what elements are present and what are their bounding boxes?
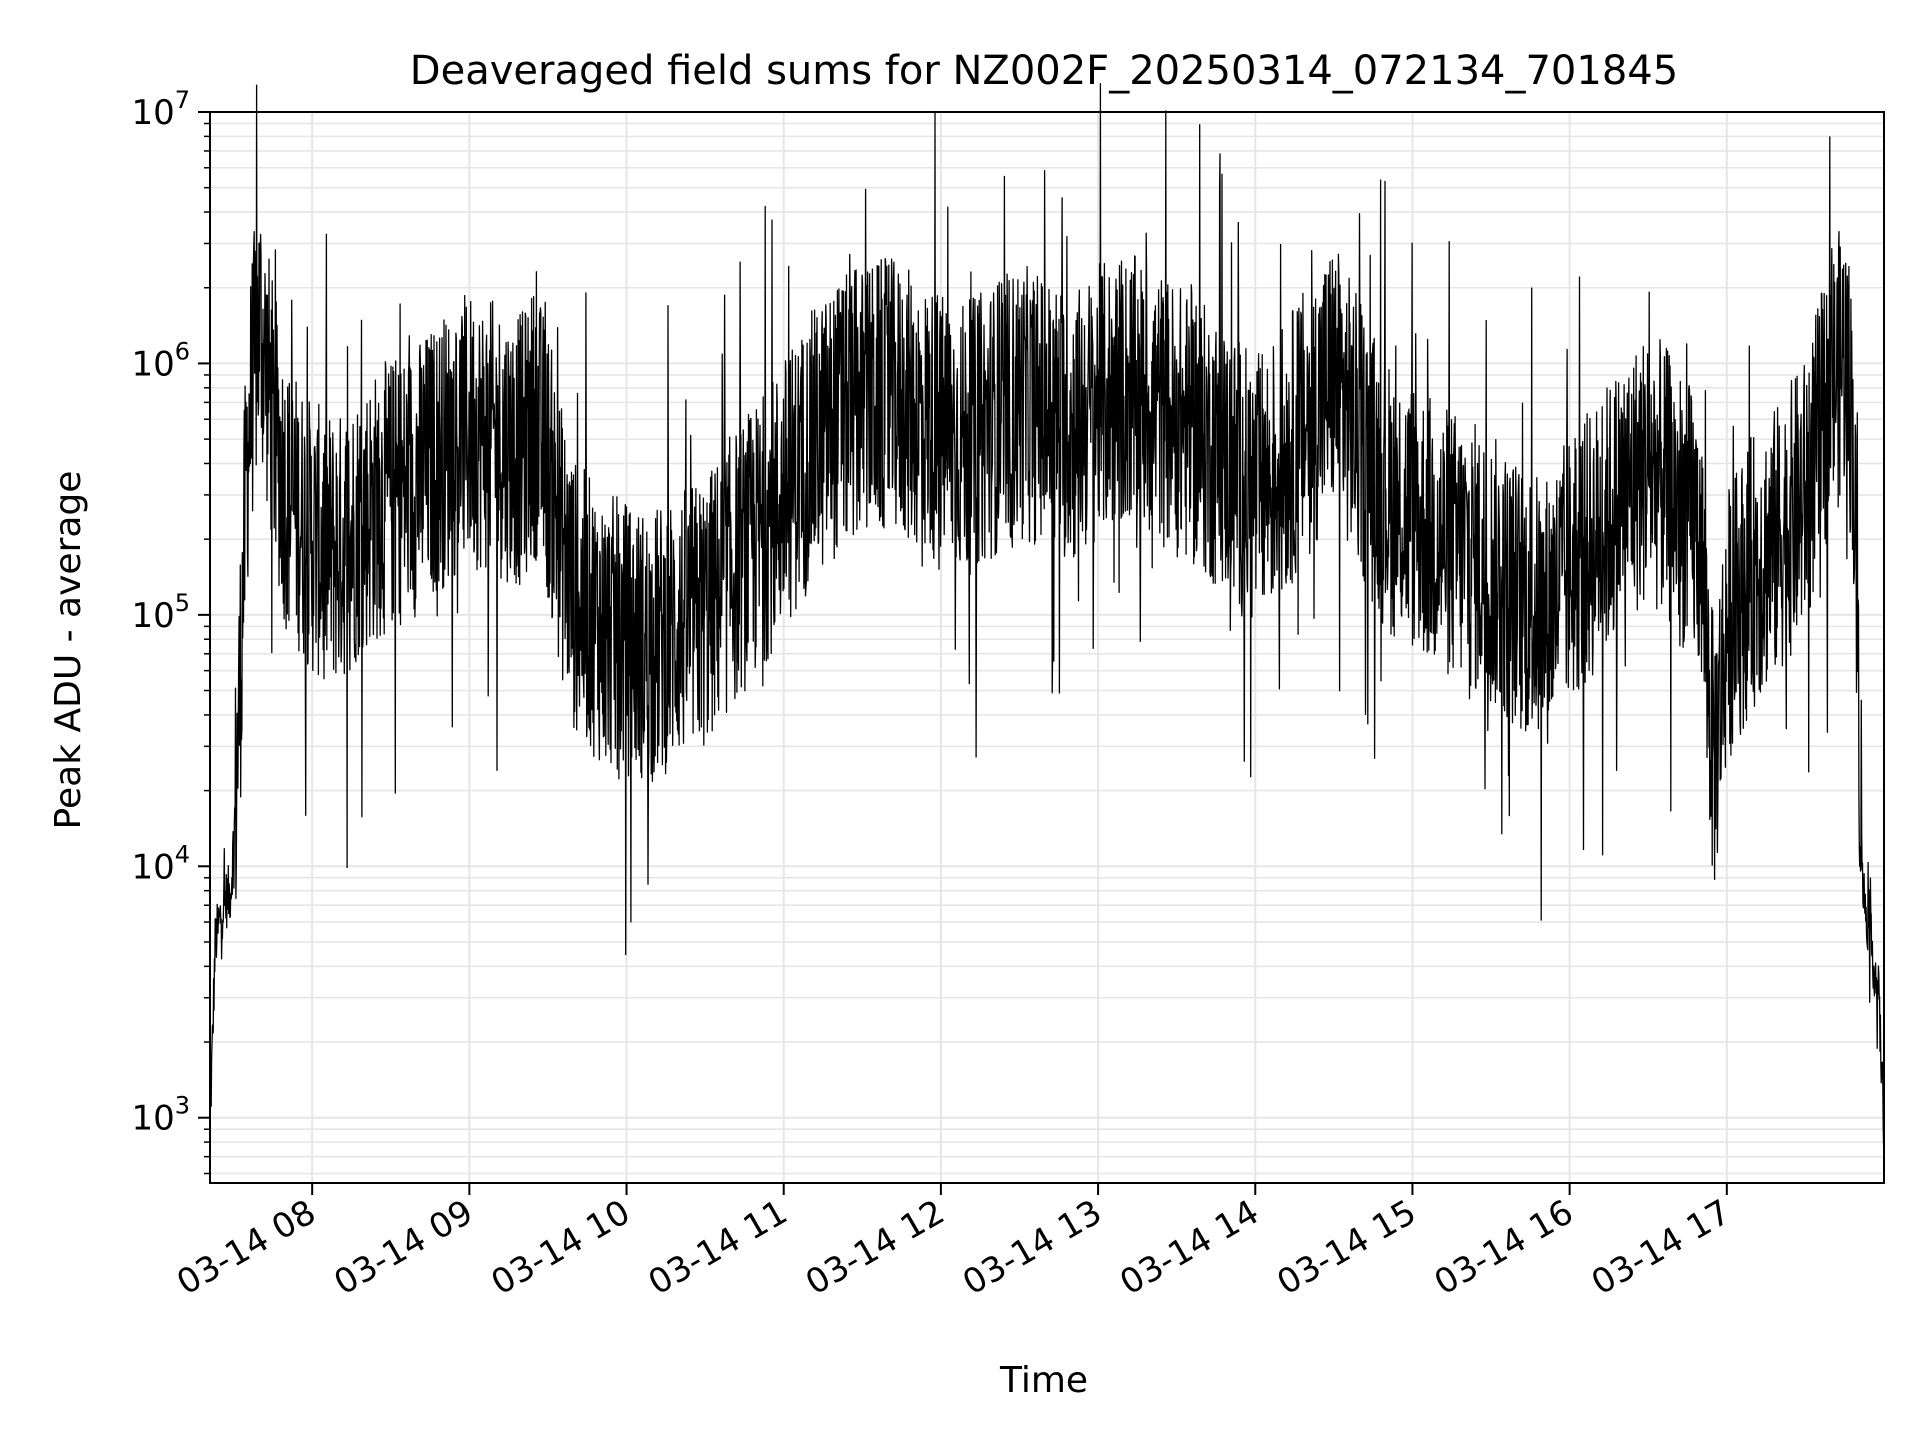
x-tick-label: 03-14 16 — [1428, 1192, 1580, 1303]
x-tick-label: 03-14 09 — [327, 1192, 479, 1303]
chart-title: Deaveraged field sums for NZ002F_2025031… — [410, 48, 1678, 94]
grid-layer — [210, 111, 1884, 1183]
y-axis-label: Peak ADU - average — [48, 471, 89, 830]
y-tick-label: 107 — [131, 86, 190, 133]
x-tick-label: 03-14 17 — [1585, 1192, 1737, 1303]
plot-frame — [209, 111, 1885, 1184]
x-tick-label: 03-14 10 — [485, 1192, 637, 1303]
x-axis-label: Time — [999, 1360, 1088, 1401]
series-layer — [209, 83, 1885, 1158]
y-tick-label: 106 — [131, 337, 190, 384]
x-tick-label: 03-14 14 — [1113, 1192, 1265, 1303]
y-tick-label: 104 — [131, 840, 190, 887]
x-tick-label: 03-14 08 — [170, 1192, 322, 1303]
axes-layer — [209, 111, 1885, 1184]
y-tick-label: 105 — [131, 589, 190, 636]
y-tick-label: 103 — [131, 1092, 190, 1139]
x-tick-label: 03-14 15 — [1271, 1192, 1423, 1303]
x-tick-label: 03-14 11 — [642, 1192, 794, 1303]
series-line — [209, 83, 1885, 1158]
x-tick-label: 03-14 13 — [956, 1192, 1108, 1303]
x-tick-label: 03-14 12 — [799, 1192, 951, 1303]
